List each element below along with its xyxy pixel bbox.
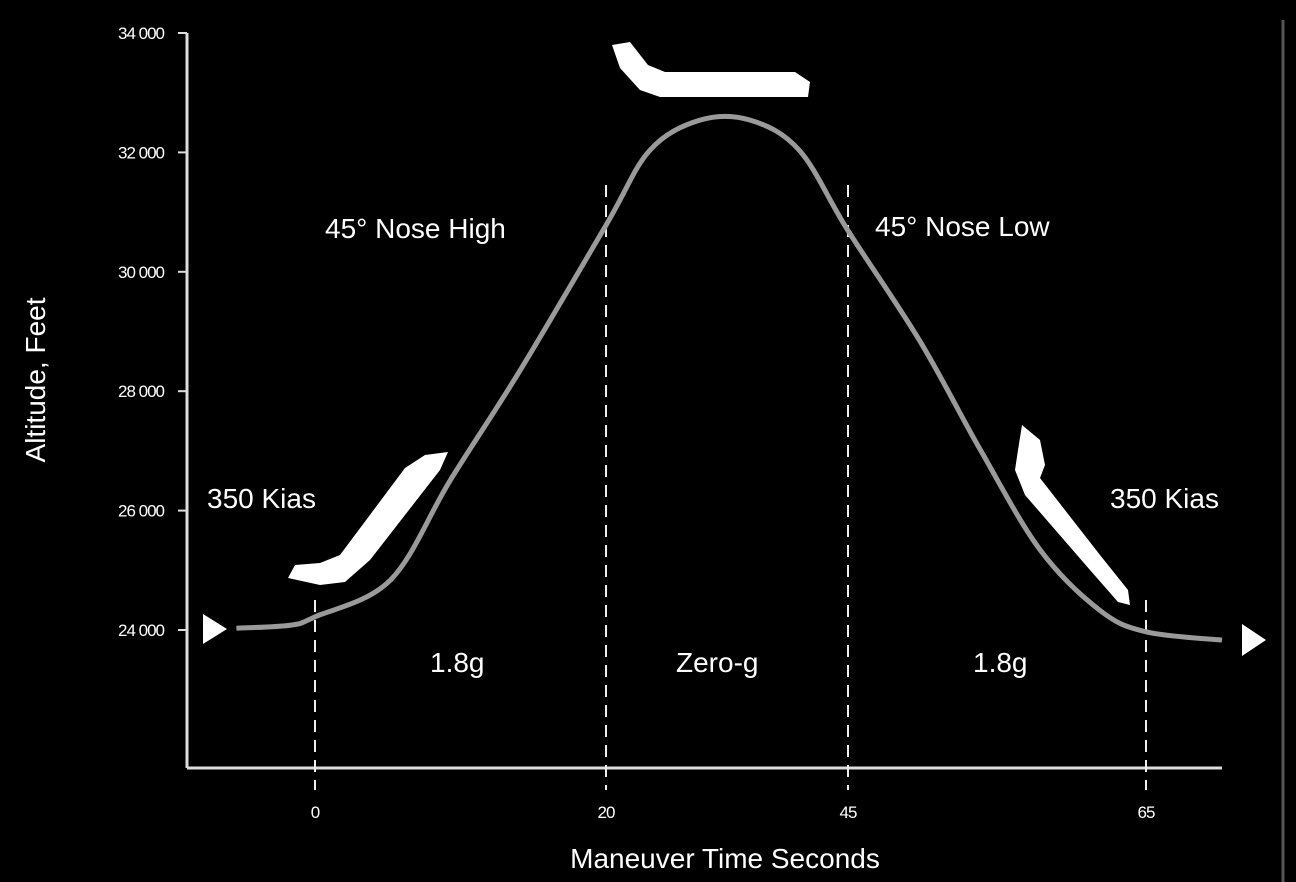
- x-tick-label: 65: [1138, 803, 1155, 822]
- annotation-kias-left: 350 Kias: [207, 483, 316, 514]
- aircraft-descent-icon: [1015, 425, 1130, 605]
- x-tick-label: 45: [840, 803, 857, 822]
- x-axis-label: Maneuver Time Seconds: [570, 843, 880, 874]
- aircraft-top-icon: [612, 42, 810, 97]
- aircraft-climb-icon: [288, 452, 448, 585]
- x-tick-label: 0: [311, 803, 320, 822]
- annotation-zero-g: Zero-g: [676, 647, 758, 678]
- y-tick-label: 30 000: [118, 263, 165, 282]
- y-tick-label: 24 000: [118, 621, 165, 640]
- axes: [185, 33, 1222, 770]
- y-tick-label: 32 000: [118, 143, 165, 162]
- annotation-g-right: 1.8g: [973, 647, 1028, 678]
- y-tick-label: 34 000: [118, 24, 165, 43]
- x-tick-label: 20: [598, 803, 615, 822]
- y-tick-label: 26 000: [118, 502, 165, 521]
- y-axis-label: Altitude, Feet: [20, 297, 51, 462]
- annotation-nose-low: 45° Nose Low: [875, 211, 1050, 242]
- exit-arrow-icon: [1242, 624, 1266, 656]
- annotation-g-left: 1.8g: [430, 647, 485, 678]
- entry-arrow-icon: [203, 614, 227, 644]
- annotation-kias-right: 350 Kias: [1110, 483, 1219, 514]
- annotation-nose-high: 45° Nose High: [325, 213, 506, 244]
- altitude-line: [236, 113, 1223, 643]
- y-tick-label: 28 000: [118, 382, 165, 401]
